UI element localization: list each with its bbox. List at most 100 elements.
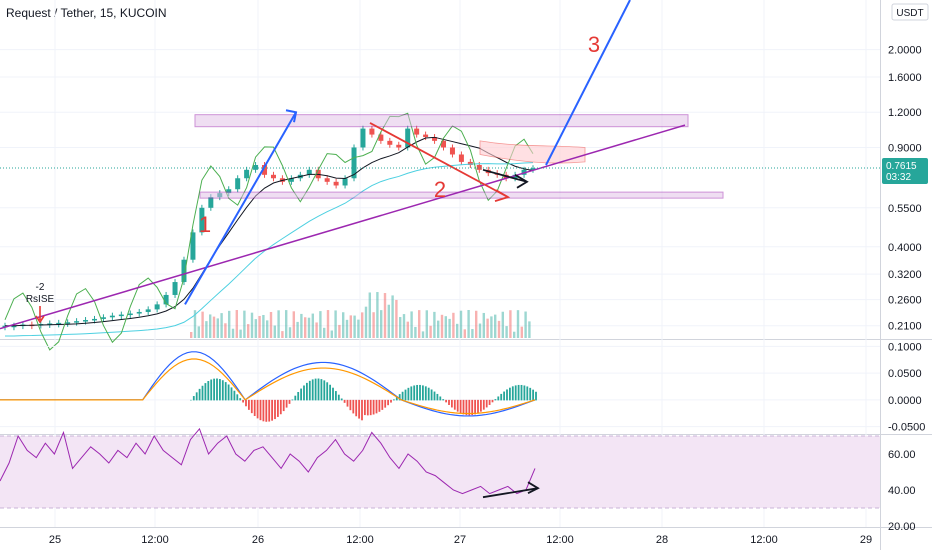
volume-bar [220, 313, 223, 338]
macd-histogram-bar [239, 398, 242, 401]
volume-bar [528, 321, 531, 338]
volume-bar [201, 311, 204, 338]
price-tag [882, 157, 928, 184]
trend-line [0, 124, 686, 330]
volume-bar [292, 311, 295, 338]
time-tick-label: 28 [656, 534, 668, 546]
volume-bar [353, 315, 356, 338]
candle-body [441, 140, 447, 148]
price-tick-label: 0.2600 [888, 295, 922, 307]
volume-bar [307, 317, 311, 338]
macd-histogram-bar [372, 399, 375, 415]
macd-tick-label: 0.0000 [888, 395, 922, 407]
macd-histogram-bar [422, 385, 424, 401]
macd-histogram-bar [221, 380, 224, 401]
volume-bar [482, 312, 485, 338]
volume-bar [342, 312, 345, 338]
macd-histogram-bar [291, 399, 294, 401]
macd-histogram-bar [497, 396, 500, 401]
macd-histogram-bar [216, 378, 218, 401]
macd-histogram-bar [265, 399, 268, 422]
macd-histogram-bar [306, 382, 308, 401]
volume-bar [410, 311, 413, 338]
price-tag-countdown: 03:32 [886, 172, 911, 183]
macd-histogram-bar [459, 399, 462, 414]
macd-histogram-bar [219, 379, 221, 401]
macd-histogram-bar [453, 399, 456, 410]
macd-histogram-bar [468, 399, 471, 416]
volume-bar [224, 323, 227, 338]
volume-bar [505, 326, 508, 338]
volume-bar [281, 331, 284, 338]
candle-body [512, 174, 518, 179]
macd-histogram-bar [355, 399, 358, 417]
volume-bar [433, 311, 436, 338]
macd-histogram-bar [456, 399, 459, 412]
volume-bar [467, 310, 470, 338]
time-tick-label: 26 [252, 534, 264, 546]
macd-histogram-bar [529, 387, 532, 401]
candle-body [65, 322, 71, 324]
volume-bar [304, 317, 307, 338]
candle-body [127, 313, 133, 316]
macd-histogram-bar [465, 399, 468, 416]
volume-bar [440, 314, 444, 338]
price-tick-label: 1.2000 [888, 107, 922, 119]
candle-body [324, 178, 330, 182]
signal-line [0, 358, 536, 415]
macd-histogram-bar [250, 399, 253, 414]
macd-histogram-bar [323, 380, 326, 401]
volume-bar [235, 310, 238, 338]
volume-bar [266, 320, 269, 338]
price-tick-label: 0.2100 [888, 321, 922, 333]
macd-histogram-bar [256, 399, 259, 419]
candle-body [342, 178, 348, 186]
candle-body [235, 178, 241, 190]
candle-body [181, 259, 187, 283]
macd-histogram-bar [491, 399, 494, 403]
moving-average-line [5, 136, 534, 327]
volume-bar [285, 310, 288, 338]
candle-body [360, 128, 366, 148]
macd-histogram-bar [288, 399, 291, 404]
time-tick-label: 12:00 [546, 534, 574, 546]
macd-histogram-bar [520, 384, 523, 401]
macd-histogram-bar [314, 378, 317, 401]
macd-tick-label: -0.0500 [888, 422, 925, 434]
macd-histogram-bar [384, 399, 387, 408]
volume-bar [239, 329, 242, 338]
volume-bar [418, 310, 421, 338]
macd-histogram-bar [207, 380, 210, 401]
macd-histogram-bar [361, 399, 363, 421]
price-tick-label: 0.3200 [888, 269, 922, 281]
candle-body [11, 325, 17, 328]
macd-histogram-bar [535, 391, 537, 401]
macd-histogram-bar [242, 399, 244, 403]
macd-histogram-bar [395, 396, 398, 401]
macd-histogram-bar [308, 380, 311, 401]
macd-histogram-bar [480, 399, 482, 412]
candle-body [100, 317, 106, 319]
macd-histogram-bar [398, 394, 401, 401]
currency-badge [891, 3, 929, 21]
candle-body [467, 161, 473, 166]
candle-body [244, 169, 250, 179]
macd-histogram-bar [282, 399, 285, 412]
time-tick-label: 25 [49, 534, 61, 546]
volume-bar [315, 322, 318, 338]
volume-bar [193, 310, 197, 338]
volume-bar [334, 310, 337, 338]
currency-badge-label: USDT [896, 8, 923, 19]
macd-histogram-bar [509, 387, 511, 401]
macd-histogram-bar [488, 399, 491, 405]
macd-histogram-bar [262, 399, 265, 422]
macd-histogram-bar [482, 399, 485, 410]
macd-histogram-bar [436, 393, 439, 401]
macd-histogram-bar [427, 387, 430, 401]
macd-histogram-bar [233, 390, 236, 401]
macd-histogram-bar [311, 379, 314, 401]
macd-histogram-bar [462, 399, 465, 415]
volume-bar [437, 320, 440, 338]
candle-body [396, 144, 402, 148]
